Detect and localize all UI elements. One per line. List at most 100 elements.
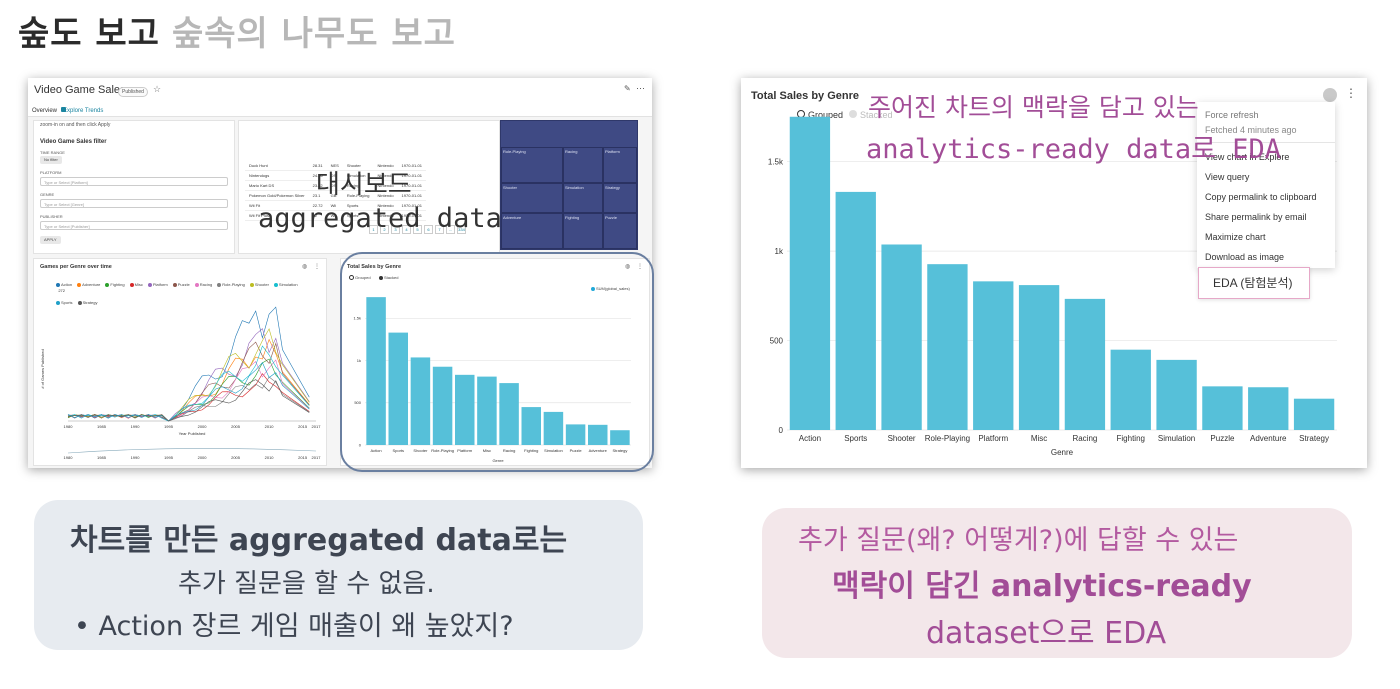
more-icon[interactable]: ⋮ bbox=[1345, 86, 1357, 100]
time-range-value[interactable]: No filter bbox=[40, 156, 62, 164]
more-icon[interactable]: ⋯ bbox=[636, 83, 645, 93]
series-line bbox=[67, 373, 310, 422]
explore-icon bbox=[61, 107, 66, 112]
pager-button[interactable]: 334 bbox=[457, 225, 466, 234]
line-legend-item[interactable]: Sports bbox=[56, 300, 73, 305]
menu-maximize[interactable]: Maximize chart bbox=[1205, 232, 1266, 242]
tab-overview[interactable]: Overview bbox=[32, 108, 58, 114]
y-axis-label: # of Games Published bbox=[40, 349, 45, 388]
x-tick-label: 2017 bbox=[312, 424, 322, 429]
table-cell: DS bbox=[326, 170, 343, 181]
mini-x-tick-label: Fighting bbox=[524, 448, 538, 453]
table-cell: Nintendogs bbox=[245, 170, 309, 181]
star-icon[interactable]: ☆ bbox=[153, 84, 162, 94]
line-legend-item[interactable]: Simulation bbox=[273, 282, 298, 287]
bar-chart-title: Total Sales by Genre bbox=[347, 264, 402, 270]
table-cell: 23.1 bbox=[308, 190, 327, 201]
table-row: Duck Hunt 28.31 NES Shooter Nintendo 1970-01-… bbox=[245, 161, 427, 171]
tab-explore-trends[interactable]: Explore Trends bbox=[63, 108, 104, 114]
pager-button[interactable]: 4 bbox=[402, 225, 411, 234]
table-row: Wii Fit 22.72 Wii Sports Nintendo 1970-01-01 bbox=[245, 200, 427, 211]
treemap-cell: Simulation bbox=[563, 183, 603, 213]
mini-bar bbox=[521, 407, 542, 445]
chart-title: Total Sales by Genre bbox=[751, 90, 860, 102]
x-tick-label: 1995 bbox=[164, 424, 174, 429]
legend-dot bbox=[194, 282, 199, 287]
menu-copy-permalink[interactable]: Copy permalink to clipboard bbox=[1205, 192, 1317, 202]
table-cell: 23.42 bbox=[308, 180, 327, 191]
line-legend-item[interactable]: Platform bbox=[147, 282, 168, 287]
brush-tick-label: 2015 bbox=[298, 455, 308, 460]
filter-icon[interactable]: ◍ bbox=[625, 264, 631, 270]
x-tick-label: Platform bbox=[978, 434, 1008, 443]
menu-download-image[interactable]: Download as image bbox=[1205, 252, 1285, 262]
apply-button[interactable]: APPLY bbox=[40, 236, 61, 244]
x-tick-label: Simulation bbox=[1158, 434, 1195, 443]
pager-button[interactable]: 3 bbox=[391, 225, 400, 234]
pager-button[interactable]: 6 bbox=[424, 225, 433, 234]
table-cell: 28.31 bbox=[308, 161, 327, 171]
publisher-select[interactable]: Type or Select [Publisher] bbox=[40, 221, 228, 230]
filter-icon[interactable] bbox=[1323, 88, 1337, 102]
menu-share-email[interactable]: Share permalink by email bbox=[1205, 212, 1307, 222]
line-legend-item[interactable]: Action bbox=[56, 282, 72, 287]
legend-dot bbox=[129, 282, 134, 287]
mini-bar bbox=[388, 332, 409, 445]
platform-select[interactable]: Type or Select [Platform] bbox=[40, 177, 228, 186]
table-cell: Role-Playing bbox=[342, 190, 374, 201]
table-cell: 22.72 bbox=[308, 200, 327, 211]
games-table: Duck Hunt 28.31 NES Shooter Nintendo 1970-01-… bbox=[245, 161, 427, 221]
table-cell: 1970-01-01 bbox=[397, 170, 427, 181]
table-panel: Duck Hunt 28.31 NES Shooter Nintendo 1970-01-… bbox=[238, 120, 500, 254]
pager-button[interactable]: 7 bbox=[435, 225, 444, 234]
series-line bbox=[67, 379, 310, 422]
pager-button[interactable]: 2 bbox=[380, 225, 389, 234]
table-pager: 1 2 3 4 5 6 7... 334 bbox=[369, 225, 466, 234]
brush-line bbox=[67, 448, 317, 454]
bar bbox=[973, 281, 1014, 430]
menu-fetched-info: Fetched 4 minutes ago bbox=[1205, 125, 1297, 135]
menu-view-in-explore[interactable]: View chart in Explore bbox=[1205, 152, 1290, 162]
mini-bar bbox=[587, 424, 608, 445]
callout-right bbox=[762, 508, 1352, 658]
line-legend-item[interactable]: Strategy bbox=[77, 300, 97, 305]
line-legend-item[interactable]: Misc bbox=[129, 282, 143, 287]
x-tick-label: Adventure bbox=[1250, 434, 1287, 443]
filter-title: Video Game Sales filter bbox=[40, 139, 107, 145]
mini-bar bbox=[477, 376, 497, 445]
mini-bar bbox=[565, 424, 586, 445]
bar-legend-stacked[interactable]: Stacked bbox=[379, 275, 398, 280]
bar bbox=[835, 191, 876, 430]
line-legend-item[interactable]: Adventure bbox=[77, 282, 100, 287]
pager-button[interactable]: ... bbox=[446, 225, 455, 234]
line-legend-item[interactable]: Shooter bbox=[249, 282, 269, 287]
menu-view-query[interactable]: View query bbox=[1205, 172, 1250, 182]
series-line bbox=[67, 362, 310, 422]
treemap-cell: Shooter bbox=[501, 183, 563, 213]
legend-stacked[interactable]: Stacked bbox=[849, 110, 893, 120]
line-legend-item[interactable]: Role-Playing bbox=[217, 282, 245, 287]
menu-eda[interactable]: EDA (탐험분석) bbox=[1198, 267, 1310, 299]
x-tick-label: 2005 bbox=[231, 424, 241, 429]
legend-dot bbox=[77, 282, 82, 287]
line-legend-item[interactable]: Fighting bbox=[105, 282, 125, 287]
callout-right-line2: 맥락이 담긴 analytics-ready bbox=[832, 569, 1252, 604]
line-legend-item[interactable]: Puzzle bbox=[172, 282, 190, 287]
line-legend-item[interactable]: Racing bbox=[194, 282, 212, 287]
bar-legend-grouped[interactable]: Grouped bbox=[349, 275, 371, 281]
menu-force-refresh[interactable]: Force refresh bbox=[1205, 110, 1259, 120]
callout-left-line2: 추가 질문을 할 수 없음. bbox=[178, 569, 435, 599]
pager-button[interactable]: 5 bbox=[413, 225, 422, 234]
x-tick-label: 2000 bbox=[198, 424, 208, 429]
x-tick-label: 1990 bbox=[131, 424, 141, 429]
pager-button[interactable]: 1 bbox=[369, 225, 378, 234]
edit-icon[interactable]: ✎ bbox=[624, 84, 631, 93]
genre-select[interactable]: Type or Select [Genre] bbox=[40, 199, 228, 208]
time-range-label: TIME RANGE bbox=[40, 150, 65, 155]
filter-icon[interactable]: ◍ bbox=[302, 264, 308, 270]
mini-y-tick-label: 1.5k bbox=[353, 316, 361, 321]
more-icon[interactable]: ⋮ bbox=[314, 264, 320, 270]
series-line bbox=[67, 328, 310, 422]
legend-dot bbox=[249, 282, 254, 287]
table-cell: Wii Fit bbox=[245, 200, 309, 211]
